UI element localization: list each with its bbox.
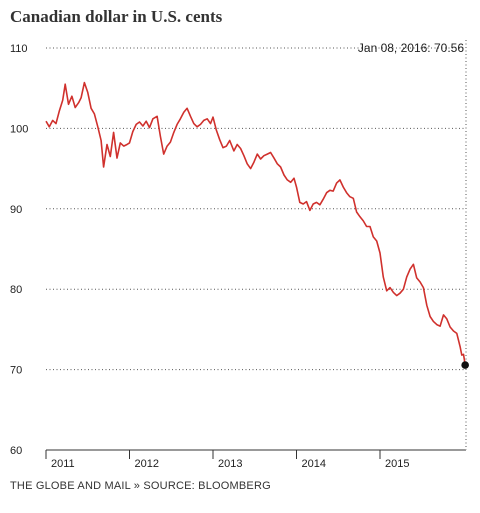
y-tick-label-80: 80 xyxy=(10,284,22,296)
gridlines xyxy=(46,47,466,371)
y-tick-label-90: 90 xyxy=(10,204,22,216)
x-tick-label-2014: 2014 xyxy=(301,458,325,470)
y-axis-tick-labels: 60 70 80 90 100 110 xyxy=(10,43,28,457)
source-credit: THE GLOBE AND MAIL » SOURCE: BLOOMBERG xyxy=(10,480,271,492)
y-tick-label-70: 70 xyxy=(10,365,22,377)
series-line xyxy=(45,81,466,366)
x-tick-label-2013: 2013 xyxy=(218,458,242,470)
y-tick-label-60: 60 xyxy=(10,445,22,457)
x-tick-label-2011: 2011 xyxy=(51,458,75,470)
x-tick-label-2015: 2015 xyxy=(385,458,409,470)
x-axis: 2011 2012 2013 2014 2015 xyxy=(45,40,467,470)
chart-title: Canadian dollar in U.S. cents xyxy=(10,7,223,26)
end-point-marker xyxy=(461,361,469,369)
latest-value-annotation: Jan 08, 2016: 70.56 xyxy=(358,41,464,55)
y-tick-label-110: 110 xyxy=(10,43,28,55)
y-tick-label-100: 100 xyxy=(10,123,28,135)
line-chart: 60 70 80 90 100 110 2011 2012 2013 2014 2015 Jan … xyxy=(10,40,469,470)
x-tick-label-2012: 2012 xyxy=(134,458,158,470)
